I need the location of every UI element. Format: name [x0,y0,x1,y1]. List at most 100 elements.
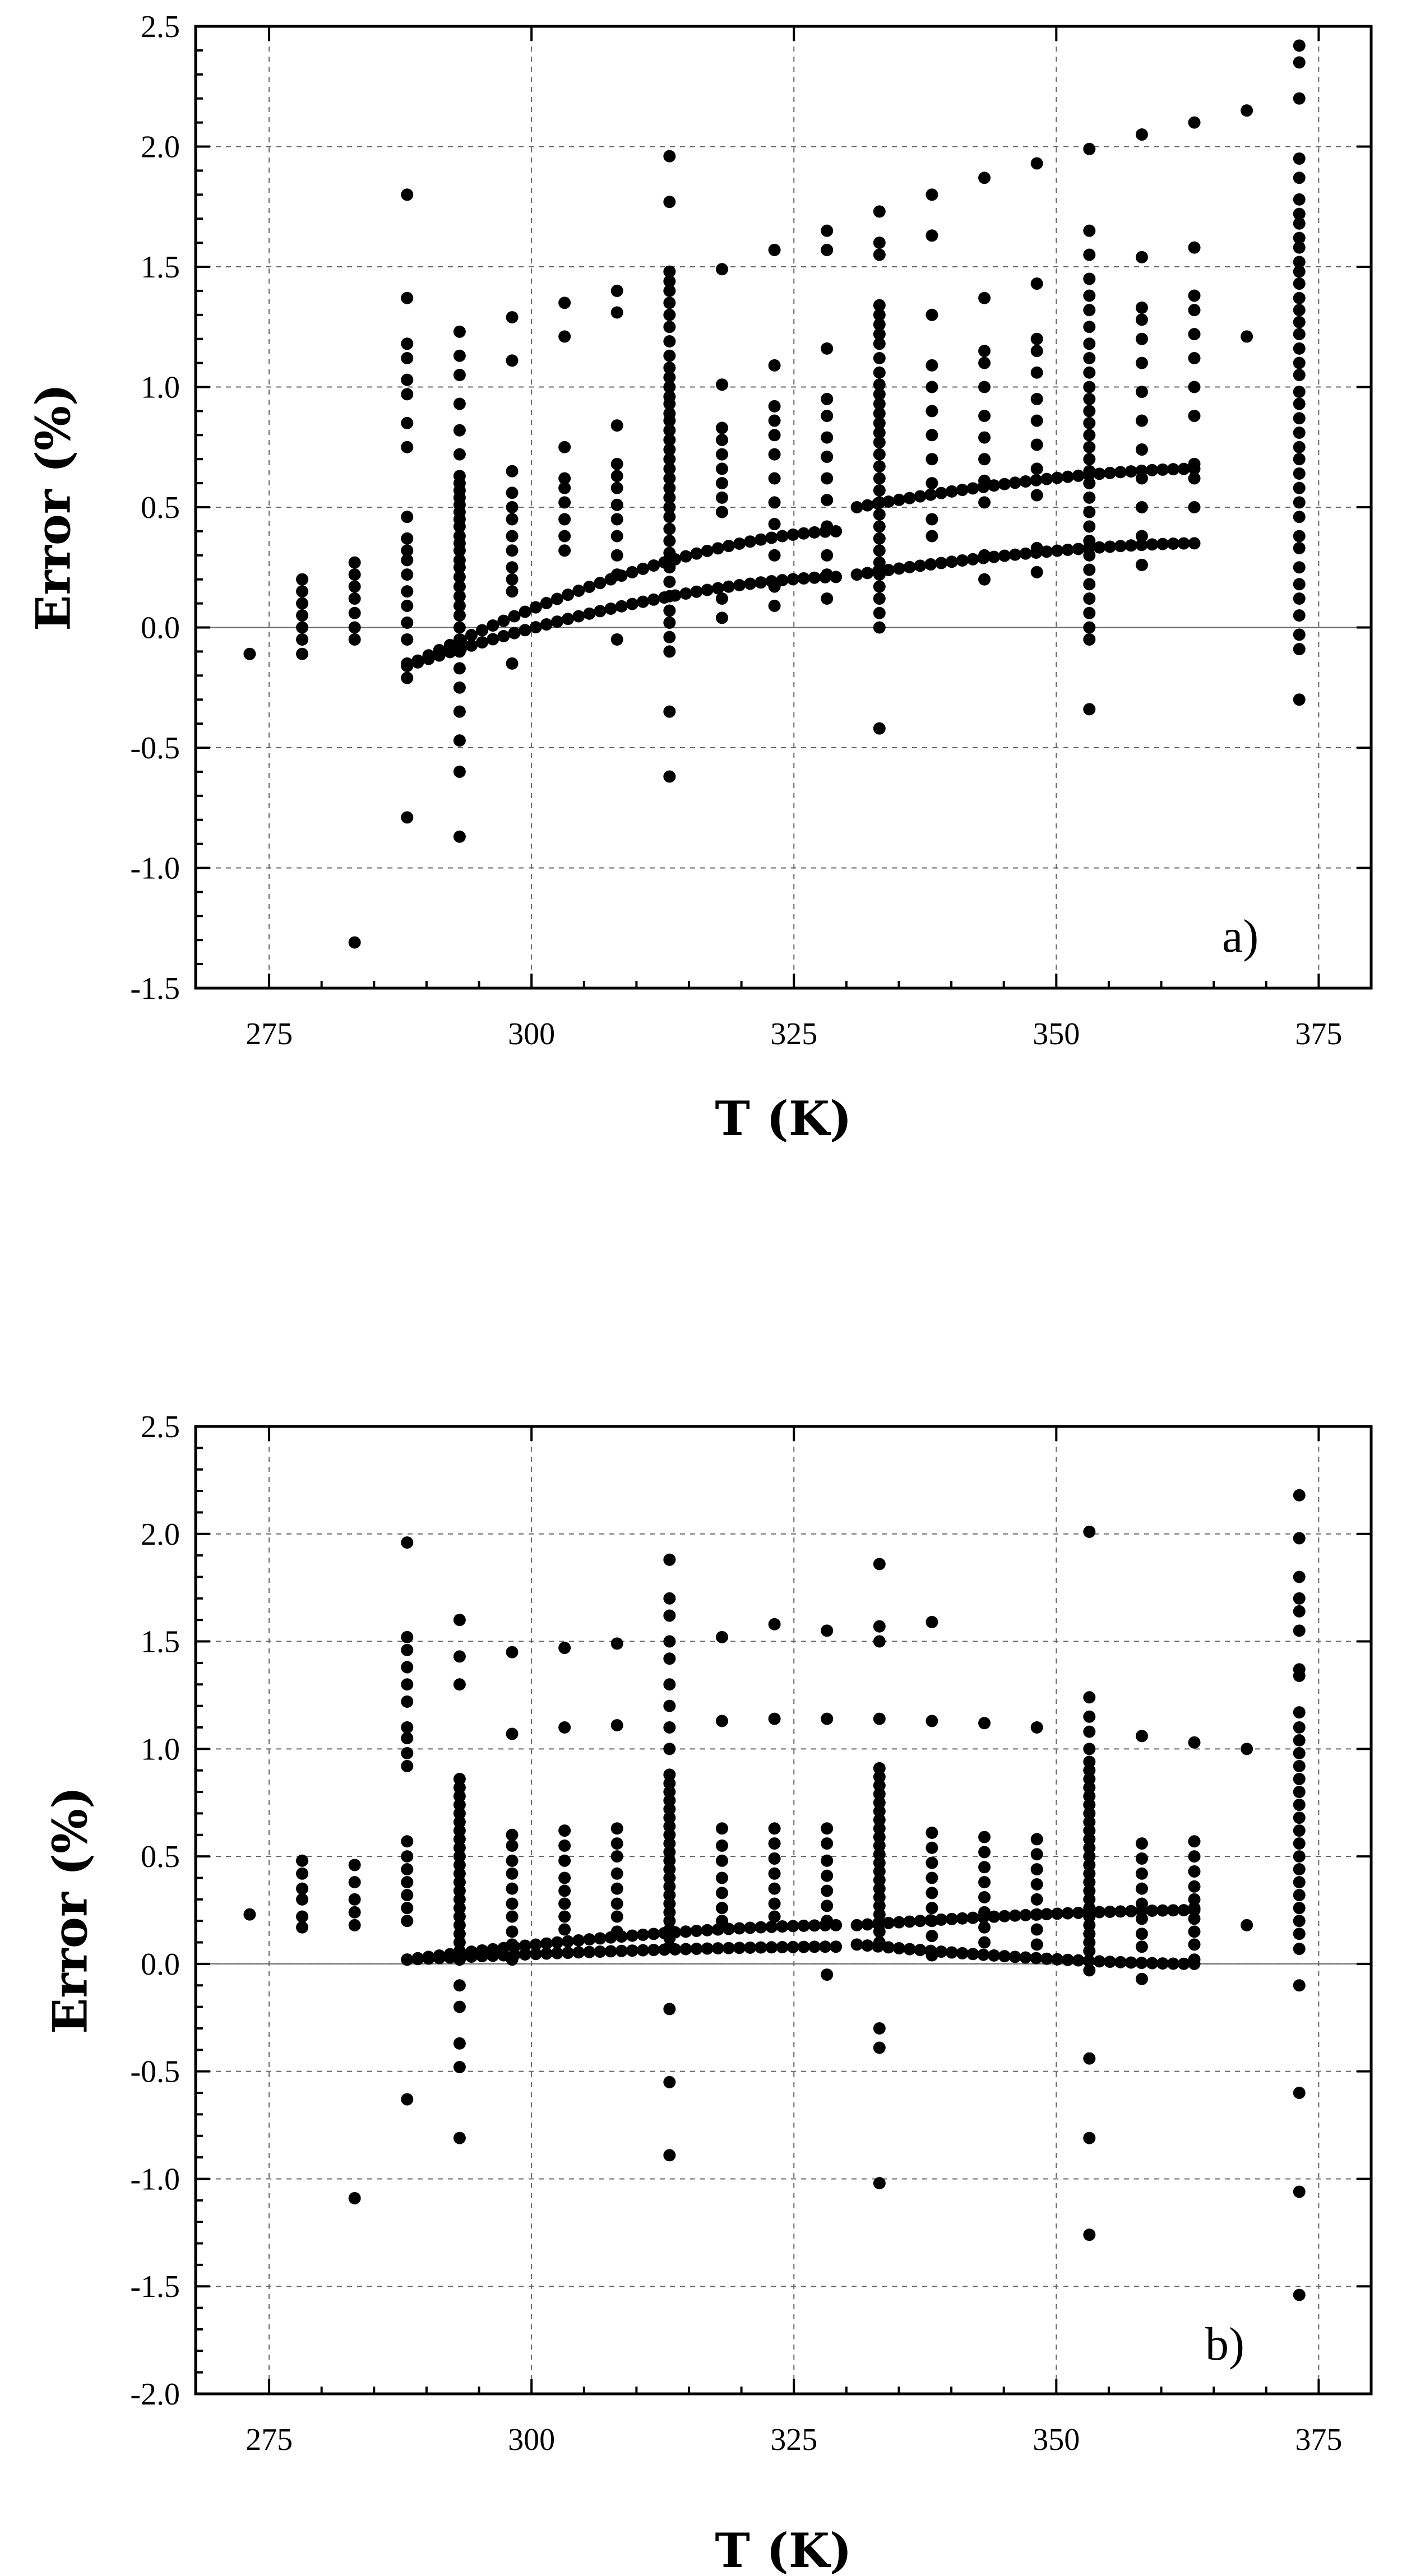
curve-point-a-upper-curve-2 [1125,465,1137,478]
data-point-b [453,1876,466,1889]
data-point-b [1030,1878,1043,1891]
curve-point-a-upper-curve-1 [690,547,703,560]
data-point-a [1188,328,1201,341]
curve-point-b-upper-curve-2 [1177,1904,1190,1917]
data-point-b [1135,1940,1148,1953]
data-point-b [1083,1725,1096,1738]
data-point-a [348,568,361,581]
data-point-a [978,431,991,444]
data-point-b [715,1887,728,1899]
data-point-a [873,416,886,429]
data-point-b [663,1846,676,1859]
data-point-a [453,369,466,382]
data-point-a [296,647,309,660]
data-point-a [401,291,414,304]
data-point-b [873,1805,886,1818]
data-point-a [663,424,676,437]
curve-point-b-upper-curve-2 [861,1918,874,1931]
data-point-b [663,1786,676,1799]
data-point-a [715,462,728,475]
curve-point-a-upper-curve-2 [1072,469,1085,482]
data-point-b [926,1930,938,1943]
data-point-b [663,1743,676,1755]
data-point-a [506,501,519,513]
data-point-b [1083,1944,1096,1957]
data-point-a [715,477,728,490]
curve-point-a-lower-curve-2 [872,565,885,578]
data-point-a [1030,332,1043,345]
data-point-a [453,520,466,533]
curve-point-a-upper-curve-1 [755,533,767,546]
data-point-a [453,590,466,603]
data-point-b [873,1787,886,1800]
data-point-b [926,1826,938,1839]
data-point-a [348,633,361,646]
curve-point-b-upper-curve-2 [935,1913,948,1926]
curve-point-a-lower-curve-1 [465,639,478,652]
data-point-b [1083,1773,1096,1786]
data-point-b [715,1854,728,1867]
data-point-a [1293,39,1306,52]
data-point-b [663,1828,676,1841]
curve-point-b-lower-curve-2 [935,1945,948,1958]
data-point-a [401,337,414,350]
data-point-b [401,1876,414,1889]
data-point-a [453,621,466,634]
curve-point-b-upper-curve-1 [562,1935,575,1948]
curve-point-b-upper-curve-1 [733,1922,746,1935]
data-point-b [663,1880,676,1893]
x-tick-label-b: 300 [508,2422,555,2457]
x-tick-label-b: 275 [246,2422,293,2457]
data-point-a [873,388,886,401]
curve-point-a-upper-curve-1 [594,577,607,590]
curve-point-b-lower-curve-1 [476,1950,489,1963]
curve-point-b-upper-curve-2 [1135,1905,1148,1917]
data-point-a [768,518,781,531]
curve-point-a-upper-curve-1 [519,605,531,618]
curve-point-b-lower-curve-1 [615,1944,628,1957]
data-point-b [1188,1736,1201,1749]
data-point-b [663,1721,676,1734]
curve-point-b-upper-curve-1 [690,1925,703,1938]
data-point-b [926,1841,938,1854]
curve-point-a-lower-curve-1 [711,582,724,595]
data-point-b [558,1824,571,1837]
curve-point-b-lower-curve-1 [519,1948,531,1961]
panel-label-a: a) [1222,910,1258,962]
data-point-a [873,544,886,557]
data-point-a [453,662,466,675]
data-point-a [401,568,414,581]
curve-point-b-upper-curve-2 [1104,1905,1117,1918]
y-tick-label-b: 1.5 [141,1625,180,1660]
data-point-b [1083,1691,1096,1704]
data-point-a [1030,366,1043,379]
data-point-a [663,616,676,629]
data-point-a [453,544,466,557]
data-point-b [873,1856,886,1869]
curve-point-a-upper-curve-1 [711,542,724,555]
curve-point-a-upper-curve-1 [604,573,617,586]
data-point-a [1293,511,1306,523]
data-point-a [1293,291,1306,304]
curve-point-b-upper-curve-1 [765,1920,778,1933]
curve-point-b-lower-curve-1 [604,1945,617,1958]
data-point-b [1083,1815,1096,1828]
curve-point-a-lower-curve-1 [669,589,682,602]
curve-point-b-upper-curve-1 [647,1928,660,1940]
curve-point-b-lower-curve-1 [422,1952,435,1965]
curve-point-a-upper-curve-2 [1030,474,1043,487]
data-point-a [401,416,414,429]
curve-point-b-lower-curve-1 [733,1942,746,1954]
data-point-b [1083,1884,1096,1897]
curve-point-b-upper-curve-2 [1125,1905,1137,1917]
curve-point-b-lower-curve-1 [443,1951,456,1964]
curve-point-a-upper-curve-2 [945,485,958,498]
data-point-a [821,472,834,485]
curve-point-a-lower-curve-1 [690,585,703,598]
data-point-a [873,621,886,634]
data-point-b [453,1841,466,1854]
curve-point-b-upper-curve-2 [850,1919,863,1931]
curve-point-b-upper-curve-1 [594,1932,607,1945]
curve-point-b-upper-curve-2 [956,1912,969,1925]
data-point-a [558,472,571,485]
